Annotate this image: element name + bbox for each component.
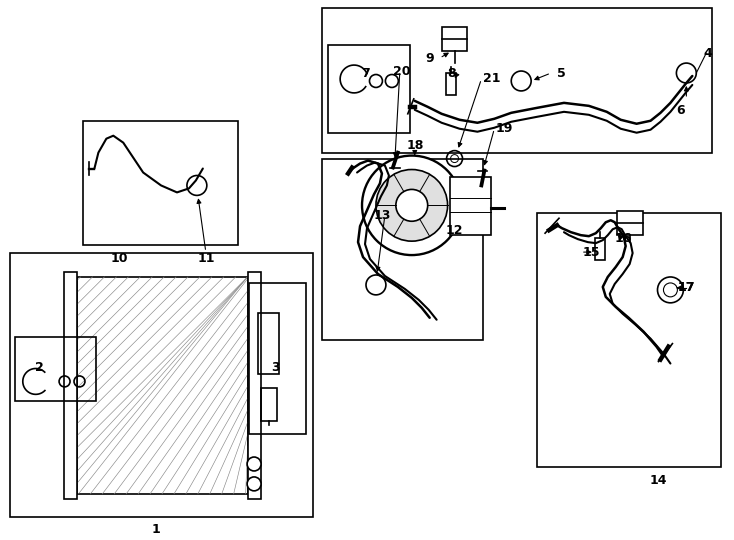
Text: 17: 17	[677, 281, 695, 294]
Circle shape	[247, 477, 261, 491]
Text: 1: 1	[152, 523, 161, 536]
Circle shape	[396, 190, 428, 221]
Bar	[446, 73, 456, 95]
Bar	[617, 211, 642, 235]
Text: 4: 4	[704, 46, 713, 59]
Circle shape	[366, 275, 386, 295]
Text: 13: 13	[373, 209, 390, 222]
Bar	[537, 213, 722, 467]
Bar	[328, 45, 410, 133]
Text: 21: 21	[483, 72, 500, 85]
Text: 7: 7	[360, 66, 369, 79]
Bar	[595, 238, 605, 260]
Text: 17: 17	[677, 281, 695, 294]
Text: 19: 19	[495, 122, 513, 135]
Text: 10: 10	[111, 252, 128, 265]
Bar	[322, 159, 484, 340]
Bar	[261, 388, 277, 421]
Bar	[15, 336, 96, 401]
Text: 18: 18	[406, 139, 424, 152]
Circle shape	[376, 170, 448, 241]
Text: 6: 6	[676, 104, 685, 117]
Bar	[449, 178, 491, 235]
Text: 20: 20	[393, 64, 410, 78]
Text: 9: 9	[426, 52, 434, 65]
Bar	[76, 277, 247, 494]
Bar	[442, 27, 468, 51]
Text: 11: 11	[197, 252, 214, 265]
Bar	[10, 253, 313, 517]
Bar	[258, 313, 280, 374]
Text: 8: 8	[447, 66, 456, 79]
Bar	[84, 121, 238, 245]
Bar	[247, 272, 261, 499]
Circle shape	[362, 156, 462, 255]
Text: 16: 16	[615, 232, 633, 245]
Bar	[64, 272, 76, 499]
Circle shape	[187, 176, 207, 195]
Bar	[322, 8, 712, 153]
Text: 14: 14	[650, 475, 667, 488]
Text: 5: 5	[556, 66, 565, 79]
Text: 2: 2	[35, 361, 44, 374]
Circle shape	[247, 457, 261, 471]
Text: 3: 3	[271, 361, 280, 374]
Circle shape	[658, 277, 683, 303]
Text: 15: 15	[582, 246, 600, 259]
Text: 12: 12	[446, 224, 463, 237]
Bar	[249, 283, 306, 434]
